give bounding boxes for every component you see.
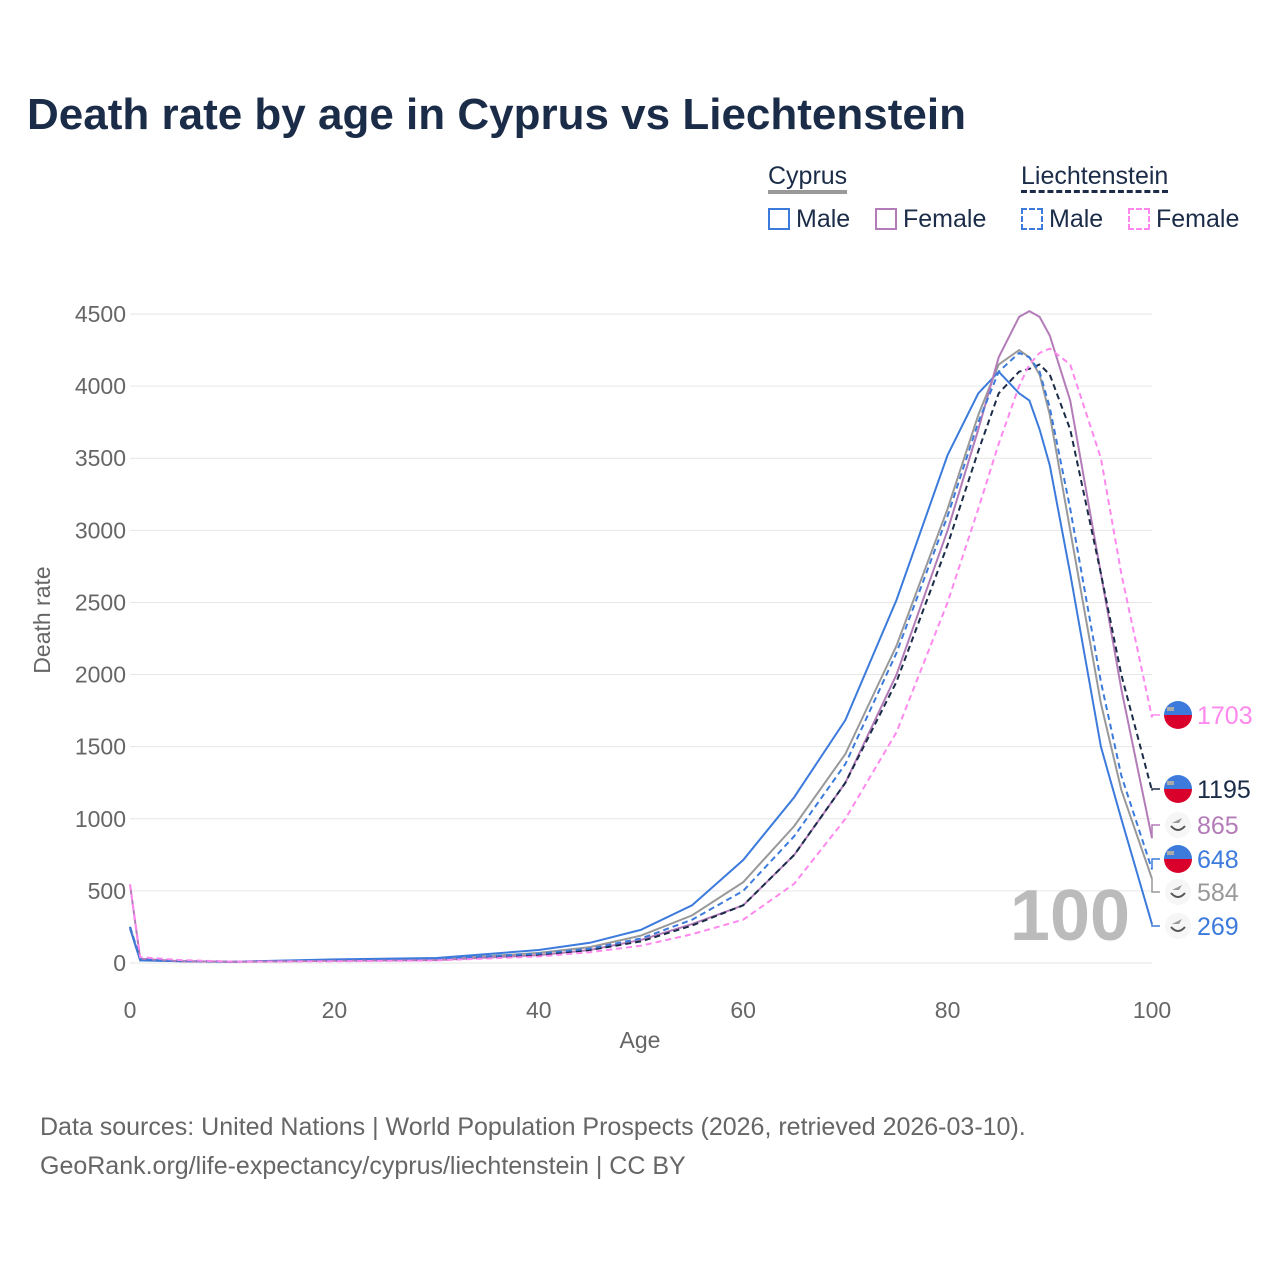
x-tick-label: 20: [322, 997, 348, 1023]
end-connector: [1151, 858, 1160, 870]
series-line-liechtenstein-female: [129, 347, 1153, 963]
liechtenstein-flag-icon: [1164, 775, 1192, 803]
y-tick-label: 2500: [75, 589, 126, 615]
source-link[interactable]: GeoRank.org/life-expectancy/cyprus/liech…: [40, 1152, 686, 1180]
x-tick-label: 80: [935, 997, 961, 1023]
x-tick-label: 100: [1133, 997, 1171, 1023]
liechtenstein-flag-icon: [1164, 845, 1192, 873]
cyprus-flag-icon: [1165, 913, 1191, 939]
end-connector: [1151, 824, 1160, 839]
legend-liechtenstein-male[interactable]: Male: [1021, 205, 1103, 234]
x-tick-label: 0: [124, 997, 137, 1023]
legend-liechtenstein-female[interactable]: Female: [1128, 205, 1239, 234]
legend-label: Male: [1049, 205, 1104, 233]
end-connector: [1151, 924, 1160, 927]
source-line: Data sources: United Nations | World Pop…: [40, 1113, 1026, 1141]
y-tick-label: 1500: [75, 734, 126, 760]
legend-cyprus-male[interactable]: Male: [768, 205, 850, 234]
series-line-cyprus-male: [129, 370, 1153, 963]
chart-title: Death rate by age in Cyprus vs Liechtens…: [27, 90, 966, 139]
series-line-liechtenstein-male: [129, 351, 1153, 963]
end-value-label: 865: [1197, 812, 1239, 840]
y-tick-label: 4000: [75, 373, 126, 399]
end-connector: [1151, 878, 1160, 893]
cyprus-flag-icon: [1165, 879, 1191, 905]
legend-label: Female: [1156, 205, 1240, 233]
end-value-label: 1703: [1197, 702, 1253, 730]
end-connector: [1151, 788, 1160, 791]
x-axis-label: Age: [620, 1027, 661, 1053]
liechtenstein-flag-icon: [1164, 701, 1192, 729]
y-tick-label: 3000: [75, 517, 126, 543]
legend-swatch: [768, 208, 790, 230]
end-value-label: 1195: [1197, 776, 1251, 804]
legend-liechtenstein-header: Liechtenstein: [1021, 162, 1169, 193]
legend-swatch: [1021, 208, 1043, 230]
legend-label: Female: [903, 205, 987, 233]
y-tick-label: 4500: [75, 301, 126, 327]
series-line-cyprus-female: [129, 309, 1153, 963]
series-line-liechtenstein-total: [129, 363, 1153, 963]
y-tick-label: 1000: [75, 806, 126, 832]
end-value-label: 584: [1197, 879, 1239, 907]
x-tick-label: 60: [730, 997, 756, 1023]
y-tick-label: 0: [113, 950, 126, 976]
x-tick-label: 40: [526, 997, 552, 1023]
y-tick-label: 3500: [75, 445, 126, 471]
end-connector: [1151, 714, 1160, 718]
y-axis-label: Death rate: [29, 566, 55, 673]
end-value-label: 269: [1197, 913, 1239, 941]
y-tick-label: 2000: [75, 662, 126, 688]
legend-cyprus-female[interactable]: Female: [875, 205, 986, 234]
y-tick-label: 500: [88, 878, 126, 904]
legend-swatch: [875, 208, 897, 230]
legend-cyprus-header: Cyprus: [768, 162, 848, 194]
source-note: Data sources: United Nations | World Pop…: [40, 1108, 1026, 1186]
age-watermark: 100: [1010, 876, 1130, 956]
end-value-label: 648: [1197, 846, 1239, 874]
legend-swatch: [1128, 208, 1150, 230]
cyprus-flag-icon: [1165, 812, 1191, 838]
legend-label: Male: [796, 205, 851, 233]
